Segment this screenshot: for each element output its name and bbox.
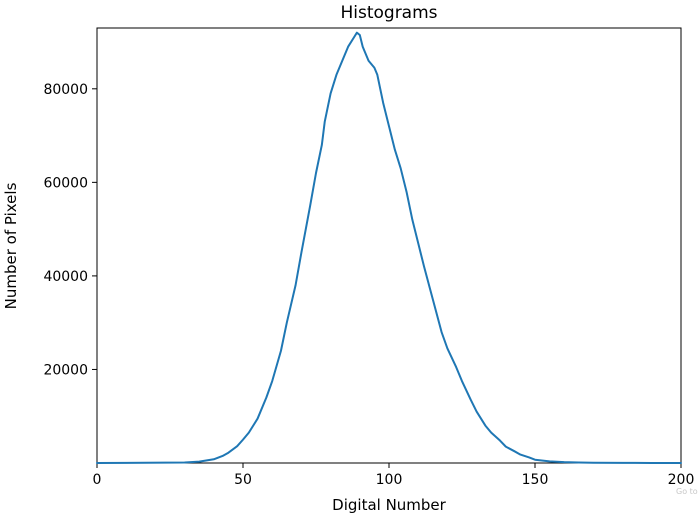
- x-tick-label-150: 150: [522, 472, 549, 488]
- y-axis-label: Number of Pixels: [2, 182, 20, 309]
- y-tick-label-40000: 40000: [43, 269, 88, 285]
- y-tick-label-20000: 20000: [43, 362, 88, 378]
- corner-overlay-text: Go to: [676, 487, 698, 496]
- y-tick-label-60000: 60000: [43, 175, 88, 191]
- series-line-1: [96, 31, 682, 464]
- tick-labels: 0 50 100 150 200 20000 40000 60000 80000: [43, 82, 694, 488]
- x-tick-label-200: 200: [668, 472, 695, 488]
- x-tick-label-50: 50: [234, 472, 252, 488]
- plot-marks: [96, 31, 682, 464]
- y-tick-label-80000: 80000: [43, 82, 88, 98]
- x-axis-label: Digital Number: [332, 496, 447, 514]
- axes: [92, 27, 682, 468]
- x-tick-label-100: 100: [376, 472, 403, 488]
- chart-title: Histograms: [340, 3, 437, 23]
- plot-frame: [96, 27, 682, 464]
- x-tick-label-0: 0: [93, 472, 102, 488]
